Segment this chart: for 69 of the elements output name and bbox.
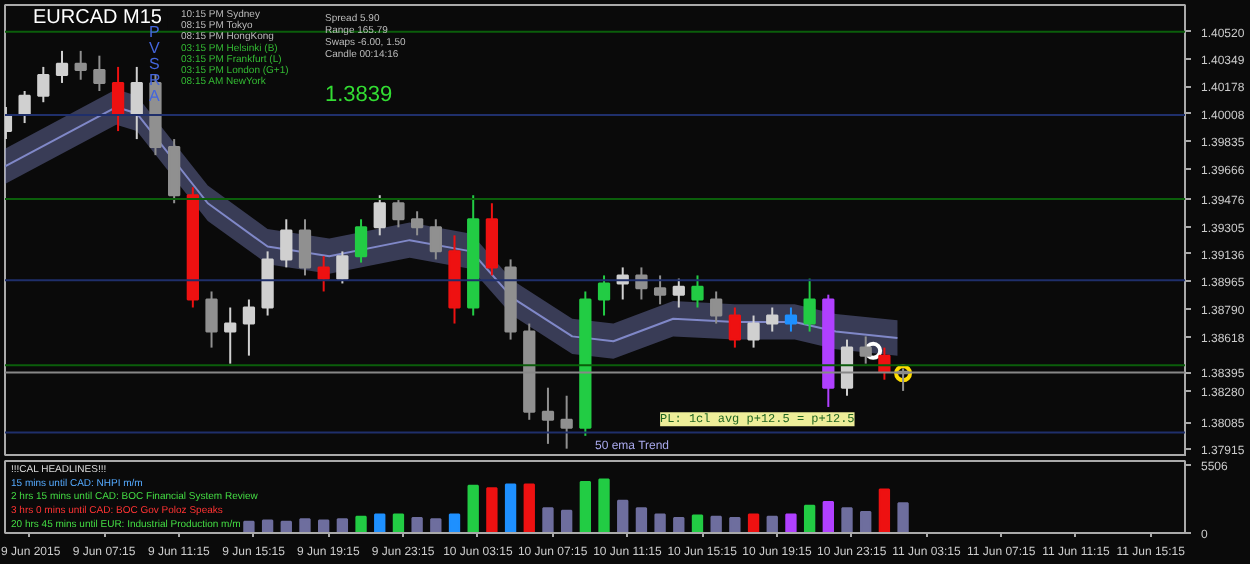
bar: [448, 513, 461, 533]
candlestick: [373, 194, 386, 237]
bar: [785, 513, 797, 533]
candlestick: [710, 290, 723, 325]
bar: [523, 483, 535, 533]
candlestick: [672, 277, 685, 309]
bar: [243, 520, 255, 533]
bar: [747, 513, 760, 533]
bar: [803, 504, 816, 533]
candlestick: [280, 218, 293, 269]
candlestick: [429, 218, 442, 261]
bar: [280, 520, 292, 533]
bar: [710, 515, 722, 533]
bar: [841, 507, 853, 533]
bar: [374, 513, 386, 533]
candlestick: [747, 314, 760, 349]
bar: [635, 507, 648, 533]
bar: [654, 513, 666, 533]
candlestick: [205, 290, 218, 349]
candlestick: [541, 386, 555, 445]
bar: [504, 483, 517, 533]
annotation: PVSRA: [149, 23, 161, 105]
candlestick: [55, 49, 69, 84]
bar: [579, 481, 592, 533]
candlestick: [336, 250, 349, 285]
bar: [598, 478, 610, 533]
candlestick: [74, 49, 87, 81]
candlestick: [18, 89, 31, 125]
candlestick: [317, 255, 330, 293]
candlestick: [298, 218, 312, 277]
candlestick: [728, 306, 742, 349]
candlestick: [37, 65, 50, 104]
bar: [392, 513, 405, 533]
bar: [467, 484, 479, 533]
annotation: 1.3839: [325, 83, 393, 107]
candlestick: [859, 335, 872, 365]
bar: [336, 518, 349, 533]
candlestick: [111, 65, 125, 133]
bar: [560, 509, 573, 533]
bar: [430, 518, 442, 533]
chart-title: EURCAD M15: [33, 7, 163, 29]
bar: [617, 499, 629, 533]
bar: [897, 502, 909, 533]
candlestick: [691, 274, 704, 309]
candlestick: [354, 218, 368, 264]
bar: [542, 507, 554, 533]
bar: [691, 514, 704, 533]
bar: [860, 510, 872, 533]
bar: [673, 517, 685, 533]
candlestick: [410, 210, 424, 237]
candlestick: [130, 65, 143, 141]
bar: [729, 517, 741, 533]
candlestick: [597, 274, 611, 317]
candlestick: [766, 306, 779, 333]
bar: [299, 518, 311, 533]
bar: [355, 515, 367, 533]
candlestick: [653, 274, 667, 306]
candlestick: [560, 394, 573, 450]
candlestick: [784, 306, 798, 333]
bar: [822, 500, 834, 533]
candlestick: [242, 298, 256, 357]
candlestick: [392, 199, 405, 229]
bar: [878, 488, 891, 533]
bar: [766, 515, 778, 533]
candlestick: [224, 306, 237, 365]
bar: [411, 517, 423, 533]
candlestick: [93, 54, 106, 92]
bar: [486, 487, 498, 533]
candlestick: [803, 277, 816, 333]
